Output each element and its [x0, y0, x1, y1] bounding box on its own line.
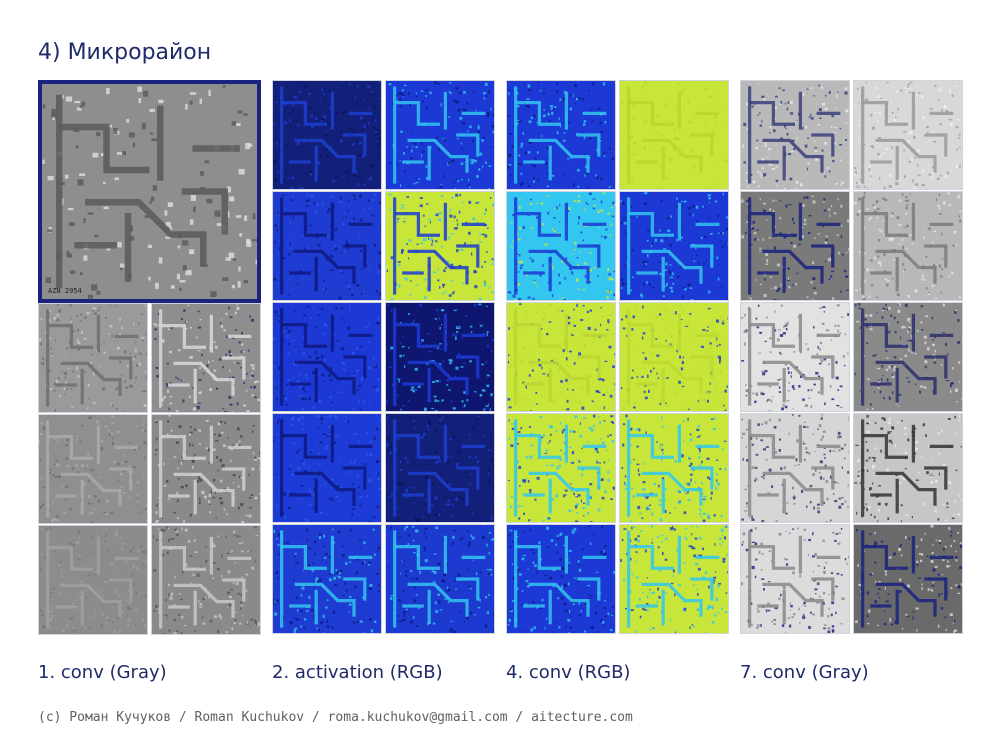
feature-map-tile	[506, 191, 616, 301]
feature-map-tile	[272, 413, 382, 523]
feature-map-tile	[619, 302, 729, 412]
feature-map-tile	[853, 80, 963, 190]
original-aerial-image: AZN 2954	[38, 80, 261, 303]
feature-map-tile	[740, 302, 850, 412]
feature-map-tile	[38, 525, 148, 635]
feature-map-tile	[506, 524, 616, 634]
caption-col4: 7. conv (Gray)	[740, 662, 869, 683]
feature-map-tile	[385, 302, 495, 412]
original-image-corner-label: AZN 2954	[48, 287, 82, 295]
feature-map-tile	[853, 413, 963, 523]
caption-col3: 4. conv (RGB)	[506, 662, 630, 683]
feature-map-tile	[740, 191, 850, 301]
feature-map-tile	[385, 413, 495, 523]
feature-map-tile	[740, 413, 850, 523]
feature-map-tile	[619, 413, 729, 523]
feature-map-tile	[272, 524, 382, 634]
feature-map-tile	[853, 302, 963, 412]
feature-map-tile	[385, 524, 495, 634]
feature-map-tile	[151, 414, 261, 524]
feature-map-tile	[619, 191, 729, 301]
feature-map-tile	[619, 524, 729, 634]
feature-map-tile	[151, 525, 261, 635]
feature-map-tile	[740, 80, 850, 190]
feature-map-tile	[272, 80, 382, 190]
feature-map-tile	[38, 414, 148, 524]
feature-map-tile	[151, 303, 261, 413]
footer-credits: (c) Роман Кучуков / Roman Kuchukov / rom…	[38, 710, 633, 725]
caption-col2: 2. activation (RGB)	[272, 662, 443, 683]
feature-map-tile	[506, 80, 616, 190]
feature-map-tile	[506, 413, 616, 523]
feature-map-tile	[385, 80, 495, 190]
feature-map-tile	[506, 302, 616, 412]
feature-map-tile	[385, 191, 495, 301]
feature-map-tile	[619, 80, 729, 190]
feature-map-tile	[853, 191, 963, 301]
feature-map-tile	[272, 191, 382, 301]
page-title: 4) Микрорайон	[38, 40, 211, 65]
feature-map-tile	[272, 302, 382, 412]
caption-col1: 1. conv (Gray)	[38, 662, 167, 683]
feature-map-tile	[38, 303, 148, 413]
feature-map-tile	[740, 524, 850, 634]
feature-map-tile	[853, 524, 963, 634]
